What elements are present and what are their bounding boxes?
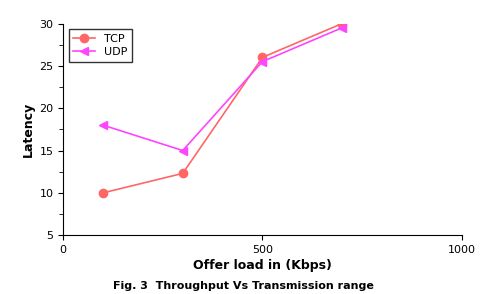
UDP bbox=[339, 26, 345, 29]
Text: Fig. 3  Throughput Vs Transmission range: Fig. 3 Throughput Vs Transmission range bbox=[113, 281, 373, 291]
UDP bbox=[180, 149, 186, 152]
TCP bbox=[100, 191, 106, 195]
TCP bbox=[180, 172, 186, 175]
TCP bbox=[339, 22, 345, 25]
UDP bbox=[100, 123, 106, 127]
Legend: TCP, UDP: TCP, UDP bbox=[69, 29, 132, 61]
UDP bbox=[260, 60, 265, 64]
TCP bbox=[260, 56, 265, 59]
Line: TCP: TCP bbox=[99, 19, 347, 197]
X-axis label: Offer load in (Kbps): Offer load in (Kbps) bbox=[193, 259, 332, 272]
Y-axis label: Latency: Latency bbox=[22, 102, 35, 157]
Line: UDP: UDP bbox=[99, 24, 347, 155]
